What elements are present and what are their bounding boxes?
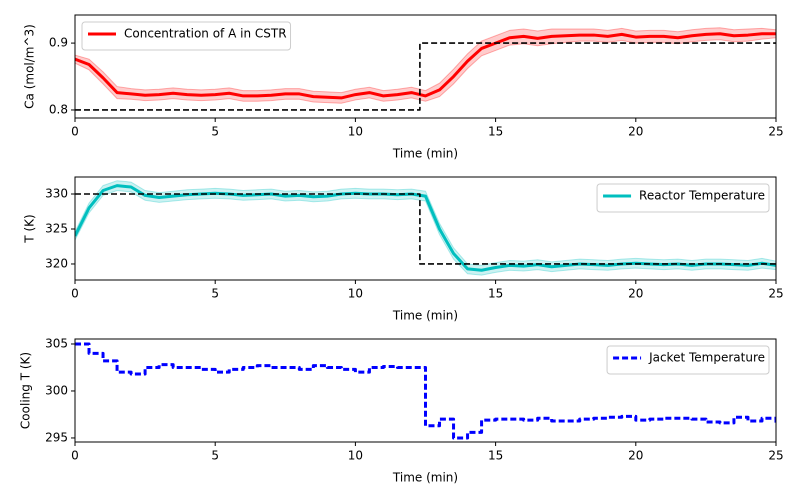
y-tick-label: 300 <box>45 383 68 397</box>
plot-area <box>75 180 776 276</box>
x-tick-label: 5 <box>211 287 219 301</box>
y-axis-label: Ca (mol/m^3) <box>23 24 37 109</box>
y-tick-label: 295 <box>45 430 68 444</box>
legend-box <box>81 21 292 51</box>
x-axis-label: Time (min) <box>392 147 458 161</box>
x-tick-label: 10 <box>348 125 363 139</box>
x-tick-label: 15 <box>488 449 503 463</box>
x-tick-label: 0 <box>71 287 79 301</box>
legend-label: Reactor Temperature <box>639 189 765 203</box>
x-tick-label: 5 <box>211 125 219 139</box>
x-tick-label: 20 <box>628 287 643 301</box>
data-line <box>75 193 776 265</box>
y-tick-label: 330 <box>45 187 68 201</box>
legend-label: Concentration of A in CSTR <box>124 27 287 41</box>
subplot: 0 5 10 15 20 25 295 300 305 Time (min) Cooling T (… <box>19 336 784 484</box>
y-tick-label: 0.8 <box>49 102 68 116</box>
y-tick-label: 0.9 <box>49 36 68 50</box>
y-axis-label: Cooling T (K) <box>19 352 33 429</box>
legend: Reactor Temperature <box>596 183 770 213</box>
x-tick-label: 20 <box>628 125 643 139</box>
subplot: 0 5 10 15 20 25 320 325 330 Time (min) T (K) Reacto… <box>23 176 784 323</box>
x-tick-label: 5 <box>211 449 219 463</box>
data-line <box>75 184 776 272</box>
data-line <box>75 32 776 100</box>
y-tick-label: 320 <box>45 256 68 270</box>
y-tick-label: 325 <box>45 221 68 235</box>
data-line <box>75 342 776 440</box>
legend-box <box>596 183 770 213</box>
data-line <box>75 42 776 111</box>
legend: Concentration of A in CSTR <box>81 21 292 51</box>
x-axis-label: Time (min) <box>392 471 458 485</box>
axes-frame <box>74 14 777 119</box>
subplot: 0 5 10 15 20 25 0.8 0.9 Time (min) Ca (mol/m^3) Co… <box>23 14 784 161</box>
plot-area <box>75 27 776 111</box>
x-tick-label: 0 <box>71 449 79 463</box>
x-tick-label: 15 <box>488 287 503 301</box>
y-tick-label: 305 <box>45 336 68 350</box>
legend: Jacket Temperature <box>606 345 770 375</box>
plot-area <box>75 342 776 440</box>
x-tick-label: 20 <box>628 449 643 463</box>
x-tick-label: 25 <box>768 287 783 301</box>
legend-box <box>606 345 770 375</box>
x-tick-label: 10 <box>348 449 363 463</box>
x-tick-label: 15 <box>488 125 503 139</box>
x-tick-label: 0 <box>71 125 79 139</box>
x-tick-label: 10 <box>348 287 363 301</box>
x-tick-label: 25 <box>768 449 783 463</box>
x-axis-label: Time (min) <box>392 309 458 323</box>
x-tick-label: 25 <box>768 125 783 139</box>
legend-label: Jacket Temperature <box>648 351 765 365</box>
y-axis-label: T (K) <box>23 214 37 243</box>
